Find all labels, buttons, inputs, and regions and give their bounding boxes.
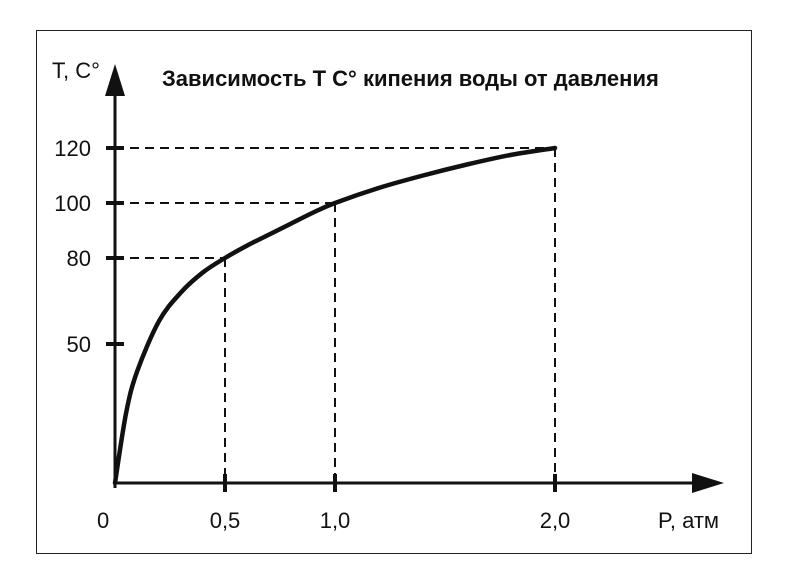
reference-dashes: [115, 147, 556, 483]
y-axis-arrow: [105, 64, 125, 96]
chart-title: Зависимость Т С° кипения воды от давлени…: [162, 66, 659, 91]
series-line: [112, 145, 558, 486]
x-axis-label: P, атм: [658, 508, 719, 533]
y-tick-label-3: 120: [54, 136, 91, 161]
y-tick-label-2: 100: [54, 191, 91, 216]
origin-label: 0: [97, 508, 109, 533]
x-tick-label-0: 0,5: [210, 508, 241, 533]
y-axis-label: Т, С°: [52, 58, 100, 83]
axis-ticks: 50 80 100 120 0,5 1,0 2,0: [54, 136, 570, 533]
x-axis-arrow: [692, 473, 724, 493]
x-tick-label-2: 2,0: [540, 508, 571, 533]
y-tick-label-1: 80: [67, 246, 91, 271]
y-tick-label-0: 50: [67, 332, 91, 357]
chart-frame: [36, 30, 752, 554]
x-tick-label-1: 1,0: [320, 508, 351, 533]
